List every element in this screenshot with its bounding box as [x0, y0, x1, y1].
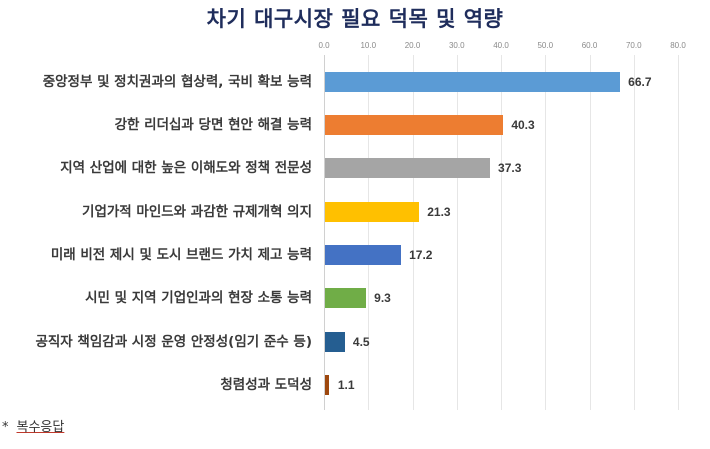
- value-label: 17.2: [409, 248, 433, 262]
- bar-row: 기업가적 마인드와 과감한 규제개혁 의지 21.3: [0, 202, 710, 222]
- gridline: [633, 55, 635, 410]
- category-label: 중앙정부 및 정치권과의 협상력, 국비 확보 능력: [42, 74, 312, 90]
- x-tick-label: 20.0: [404, 41, 421, 50]
- category-label: 시민 및 지역 기업인과의 현장 소통 능력: [85, 290, 312, 306]
- footnote-asterisk: *: [2, 420, 9, 435]
- gridline: [368, 55, 370, 410]
- gridline: [412, 55, 414, 410]
- x-tick-label: 70.0: [625, 41, 642, 50]
- value-label: 66.7: [628, 75, 652, 89]
- footnote: * 복수응답: [2, 416, 64, 435]
- x-tick-label: 30.0: [448, 41, 465, 50]
- bar: [325, 115, 504, 135]
- x-tick-label: 40.0: [493, 41, 509, 50]
- bar: [325, 158, 491, 178]
- bar: [325, 375, 329, 395]
- bar-row: 중앙정부 및 정치권과의 협상력, 국비 확보 능력 66.7: [0, 72, 710, 92]
- category-label: 지역 산업에 대한 높은 이해도와 정책 전문성: [60, 160, 312, 176]
- value-label: 40.3: [511, 118, 535, 132]
- bar: [325, 202, 420, 222]
- x-tick-label: 60.0: [581, 41, 598, 50]
- bar: [325, 288, 367, 308]
- value-label: 4.5: [352, 335, 370, 349]
- bar: [325, 332, 345, 352]
- bar-row: 공직자 책임감과 시정 운영 안정성(임기 준수 등) 4.5: [0, 332, 710, 352]
- gridline: [456, 55, 458, 410]
- category-label: 강한 리더십과 당면 현안 해결 능력: [114, 117, 312, 133]
- category-label: 기업가적 마인드와 과감한 규제개혁 의지: [82, 204, 312, 220]
- y-axis-line: [324, 55, 325, 410]
- value-label: 9.3: [374, 291, 391, 305]
- bar-row: 지역 산업에 대한 높은 이해도와 정책 전문성 37.3: [0, 158, 710, 178]
- gridline: [545, 55, 547, 410]
- x-tick-label: 50.0: [537, 41, 554, 50]
- category-label: 미래 비전 제시 및 도시 브랜드 가치 제고 능력: [50, 247, 312, 263]
- bar-row: 청렴성과 도덕성 1.1: [0, 375, 710, 395]
- bar-row: 시민 및 지역 기업인과의 현장 소통 능력 9.3: [0, 288, 710, 308]
- footnote-text: 복수응답: [16, 420, 65, 435]
- chart-title: 차기 대구시장 필요 덕목 및 역량: [206, 7, 504, 31]
- gridline: [501, 55, 502, 410]
- bar: [325, 72, 621, 92]
- gridline: [589, 55, 591, 410]
- gridline: [678, 55, 679, 410]
- category-label: 공직자 책임감과 시정 운영 안정성(임기 준수 등): [35, 334, 312, 350]
- x-tick-label: 80.0: [670, 41, 686, 50]
- category-label: 청렴성과 도덕성: [220, 377, 312, 393]
- x-tick-label: 0.0: [318, 41, 330, 50]
- bar: [325, 245, 402, 265]
- bar-row: 강한 리더십과 당면 현안 해결 능력 40.3: [0, 115, 710, 135]
- value-label: 21.3: [427, 205, 451, 219]
- x-tick-label: 10.0: [360, 41, 377, 50]
- value-label: 37.3: [498, 161, 522, 175]
- value-label: 1.1: [337, 378, 355, 392]
- bar-row: 미래 비전 제시 및 도시 브랜드 가치 제고 능력 17.2: [0, 245, 710, 265]
